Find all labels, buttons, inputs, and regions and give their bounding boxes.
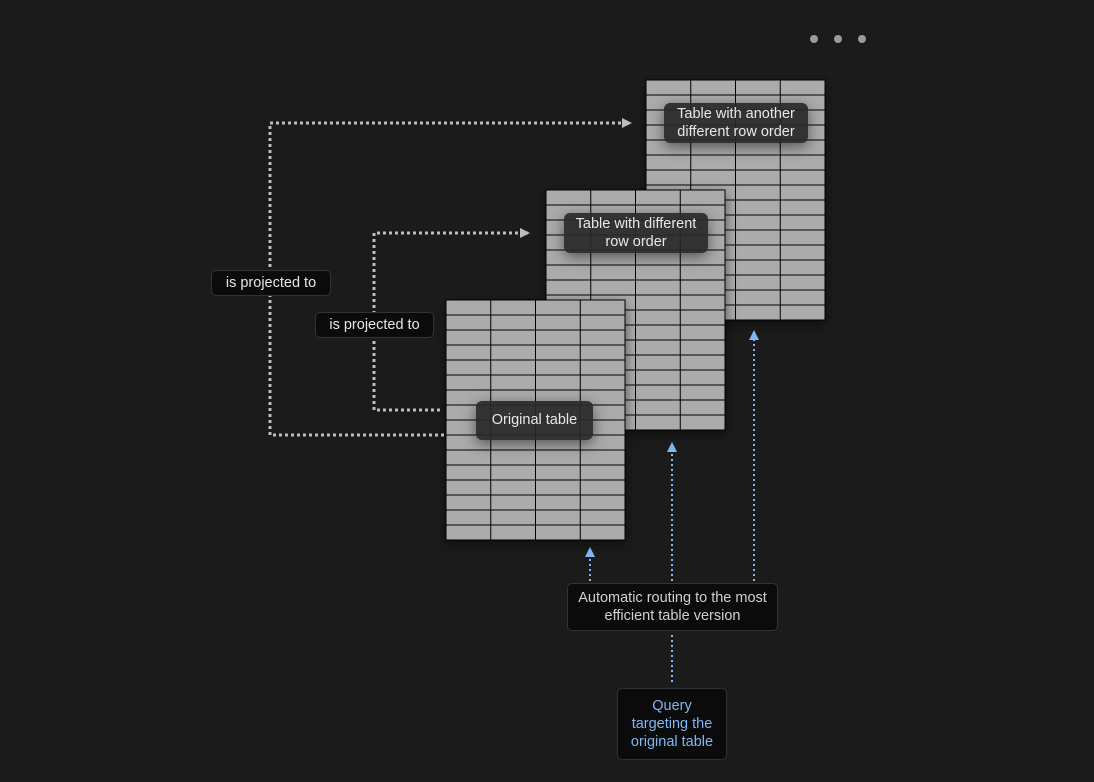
table-label-original: Original table <box>476 401 593 440</box>
menu-dot-icon[interactable] <box>834 35 842 43</box>
table-label-third: Table with another different row order <box>664 103 808 143</box>
menu-dot-icon[interactable] <box>858 35 866 43</box>
query-node[interactable]: Query targeting the original table <box>617 688 727 760</box>
edge-label-inner: is projected to <box>315 312 434 338</box>
menu-dot-icon[interactable] <box>810 35 818 43</box>
table-label-second: Table with different row order <box>564 213 708 253</box>
edge-label-outer: is projected to <box>211 270 331 296</box>
projection-arrow-inner <box>372 228 530 412</box>
routing-label: Automatic routing to the most efficient … <box>567 583 778 631</box>
